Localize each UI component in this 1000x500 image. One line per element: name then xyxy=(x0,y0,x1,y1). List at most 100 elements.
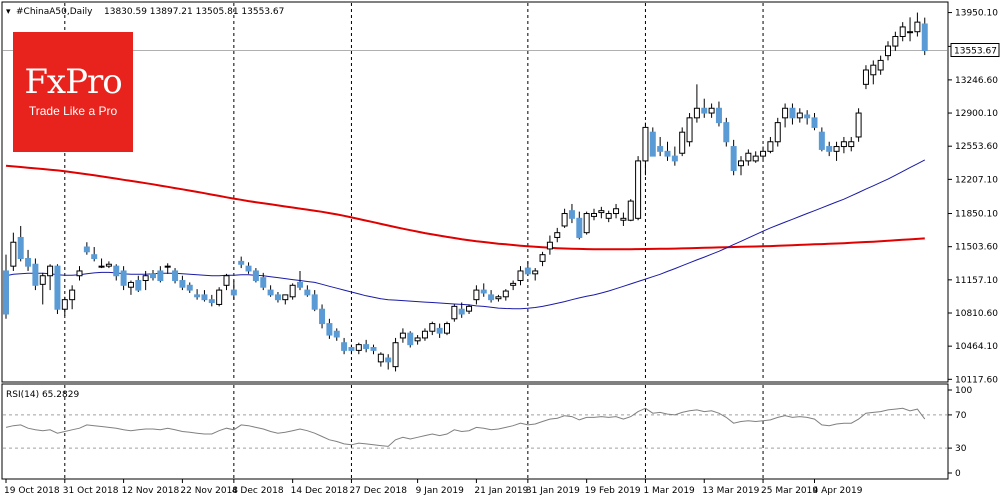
candle-body-bear xyxy=(341,342,348,351)
header-symbol-icon: ▾ xyxy=(6,7,11,17)
time-tick-label: 9 Jan 2019 xyxy=(416,486,464,496)
candle xyxy=(730,139,737,176)
candle xyxy=(135,275,142,293)
candle-body-bear xyxy=(730,146,737,171)
price-tick-label: 11157.10 xyxy=(955,276,998,286)
candle xyxy=(98,258,105,269)
candle-body-bear xyxy=(568,210,575,219)
price-tick-label: 12553.60 xyxy=(955,142,998,152)
candle-body-bear xyxy=(3,270,9,315)
price-tick-label: 12900.10 xyxy=(955,109,998,119)
candle xyxy=(671,146,678,166)
rsi-tick-label: 70 xyxy=(955,411,967,421)
candle-body-bear xyxy=(671,155,678,162)
candle-body-bear xyxy=(363,344,370,349)
candle xyxy=(25,249,32,271)
candle xyxy=(848,136,855,152)
candle xyxy=(436,323,443,338)
time-tick-label: 19 Feb 2019 xyxy=(585,486,641,496)
candle xyxy=(495,294,502,302)
candle xyxy=(341,337,348,355)
price-axis: 13950.1013596.6013246.6012900.1012553.60… xyxy=(948,9,998,385)
candle-body-bull xyxy=(561,213,568,227)
candle xyxy=(627,199,634,222)
candle-body-bear xyxy=(201,294,208,301)
time-tick-label: 13 Mar 2019 xyxy=(702,486,759,496)
rsi-axis: 100 70 30 0 xyxy=(948,386,972,479)
candle-body-bull xyxy=(745,152,752,162)
candle xyxy=(598,206,605,219)
time-tick-label: 25 Mar 2019 xyxy=(761,486,818,496)
candle-body-bull xyxy=(693,107,700,119)
candle xyxy=(649,127,656,157)
candle-body-bull xyxy=(451,305,458,320)
candle-body-bear xyxy=(91,254,98,260)
candle xyxy=(605,210,612,223)
current-price-box xyxy=(950,42,1000,57)
candle-body-bear xyxy=(458,308,465,315)
candle-body-bear xyxy=(172,270,179,282)
candle-body-bull xyxy=(862,69,869,85)
candle xyxy=(61,296,68,316)
candle xyxy=(370,344,377,355)
price-tick-label: 10464.10 xyxy=(955,342,998,352)
candle-body-bull xyxy=(532,270,539,275)
candle-body-bull xyxy=(517,270,524,282)
candle-body-bear xyxy=(524,267,531,275)
candle-body-bull xyxy=(686,117,693,143)
candle xyxy=(723,117,730,147)
candle-body-bull xyxy=(76,270,83,277)
rsi-level-lines xyxy=(3,414,947,449)
candle xyxy=(363,339,370,353)
candle xyxy=(429,321,436,336)
candle-body-bear xyxy=(260,277,267,288)
candle xyxy=(69,285,76,310)
candle-body-bear xyxy=(150,273,156,279)
candle xyxy=(907,17,914,42)
rsi-tick-label: 100 xyxy=(955,386,972,396)
candle xyxy=(532,268,539,281)
candle-body-bull xyxy=(473,289,480,301)
candle xyxy=(576,211,583,240)
candle xyxy=(833,141,840,161)
candle xyxy=(157,266,164,283)
candle-body-bull xyxy=(61,299,68,310)
candle xyxy=(297,270,303,291)
candle xyxy=(230,280,237,300)
candle-body-bear xyxy=(826,146,833,152)
candle-body-bull xyxy=(377,353,384,363)
candle-body-bear xyxy=(25,258,32,267)
candle xyxy=(245,262,252,274)
candle-body-bear xyxy=(664,150,671,157)
candle xyxy=(407,331,414,348)
candle xyxy=(760,146,767,159)
current-price-tag: 13553.67 xyxy=(950,42,1000,57)
candle-body-bull xyxy=(767,141,774,152)
candle xyxy=(620,212,627,226)
candle xyxy=(715,101,722,127)
candle xyxy=(693,84,700,123)
price-tick-label: 13950.10 xyxy=(955,9,998,19)
candle xyxy=(568,203,575,224)
candle xyxy=(186,282,193,293)
candle-body-bull xyxy=(840,141,847,148)
candle xyxy=(473,285,480,305)
candle xyxy=(480,283,487,297)
candle xyxy=(546,235,553,255)
header-ohlc: 13830.59 13897.21 13505.81 13553.67 xyxy=(104,7,284,17)
candle-body-bear xyxy=(701,107,708,114)
time-axis: 19 Oct 2018 31 Oct 2018 12 Nov 2018 22 Nov … xyxy=(4,479,863,496)
candle-body-bear xyxy=(230,289,237,296)
candle xyxy=(392,337,399,372)
candle xyxy=(76,266,83,281)
candle xyxy=(583,211,590,235)
candle xyxy=(701,98,708,118)
candle-body-bull xyxy=(598,210,605,214)
candle-body-bull xyxy=(495,296,502,300)
fxpro-logo: FxPro Trade Like a Pro xyxy=(13,32,133,152)
candle xyxy=(488,290,495,303)
candle xyxy=(260,272,267,291)
candle xyxy=(561,208,568,228)
